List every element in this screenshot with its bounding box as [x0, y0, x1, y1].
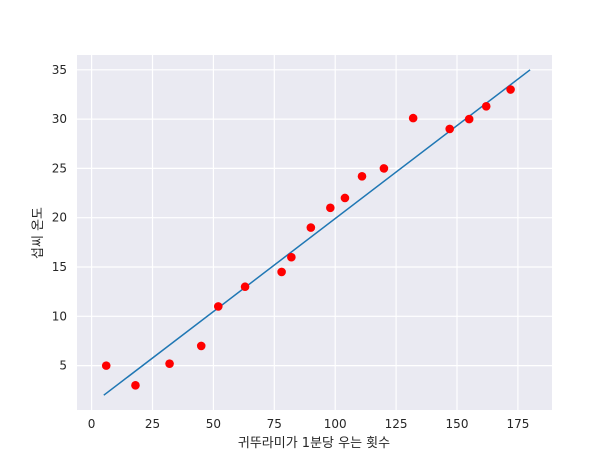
scatter-point — [131, 381, 140, 390]
y-tick-label: 5 — [59, 359, 67, 373]
scatter-point — [464, 114, 474, 124]
scatter-point — [326, 203, 335, 213]
scatter-point — [357, 171, 367, 181]
y-axis-label: 섭씨 온도 — [31, 207, 46, 259]
x-tick-label: 175 — [506, 417, 529, 431]
y-tick-label: 35 — [52, 63, 67, 77]
x-tick-label: 25 — [145, 417, 160, 431]
y-tick-label: 30 — [52, 112, 67, 126]
scatter-point — [506, 85, 515, 94]
x-tick-label: 100 — [324, 417, 347, 431]
scatter-point — [306, 223, 316, 232]
y-tick-label: 25 — [52, 161, 67, 175]
scatter-point — [287, 252, 296, 262]
x-tick-label: 150 — [446, 417, 469, 431]
scatter-point — [445, 124, 454, 134]
scatter-point — [196, 341, 206, 351]
grid-lines — [77, 55, 552, 410]
x-axis-label: 귀뚜라미가 1분당 우는 횟수 — [238, 436, 390, 451]
y-tick-label: 20 — [52, 211, 67, 225]
scatter-point — [240, 282, 250, 292]
x-tick-label: 0 — [88, 417, 96, 431]
data-marks — [101, 69, 531, 396]
scatter-point — [379, 164, 389, 173]
scatter-point — [481, 101, 491, 111]
fit-line — [103, 69, 531, 396]
axis-ticks: 0 25 50 75 100 125 150 175 5 10 15 20 25 30 35 — [52, 63, 530, 431]
y-tick-label: 10 — [52, 309, 67, 323]
x-tick-label: 50 — [206, 417, 221, 431]
x-tick-label: 75 — [267, 417, 282, 431]
y-tick-label: 15 — [52, 260, 67, 274]
scatter-point — [277, 267, 286, 277]
scatter-point — [340, 193, 350, 203]
scatter-point — [408, 113, 418, 123]
scatter-point — [165, 359, 174, 368]
x-tick-label: 125 — [385, 417, 408, 431]
scatter-point — [213, 302, 223, 311]
scatter-point — [101, 361, 111, 370]
